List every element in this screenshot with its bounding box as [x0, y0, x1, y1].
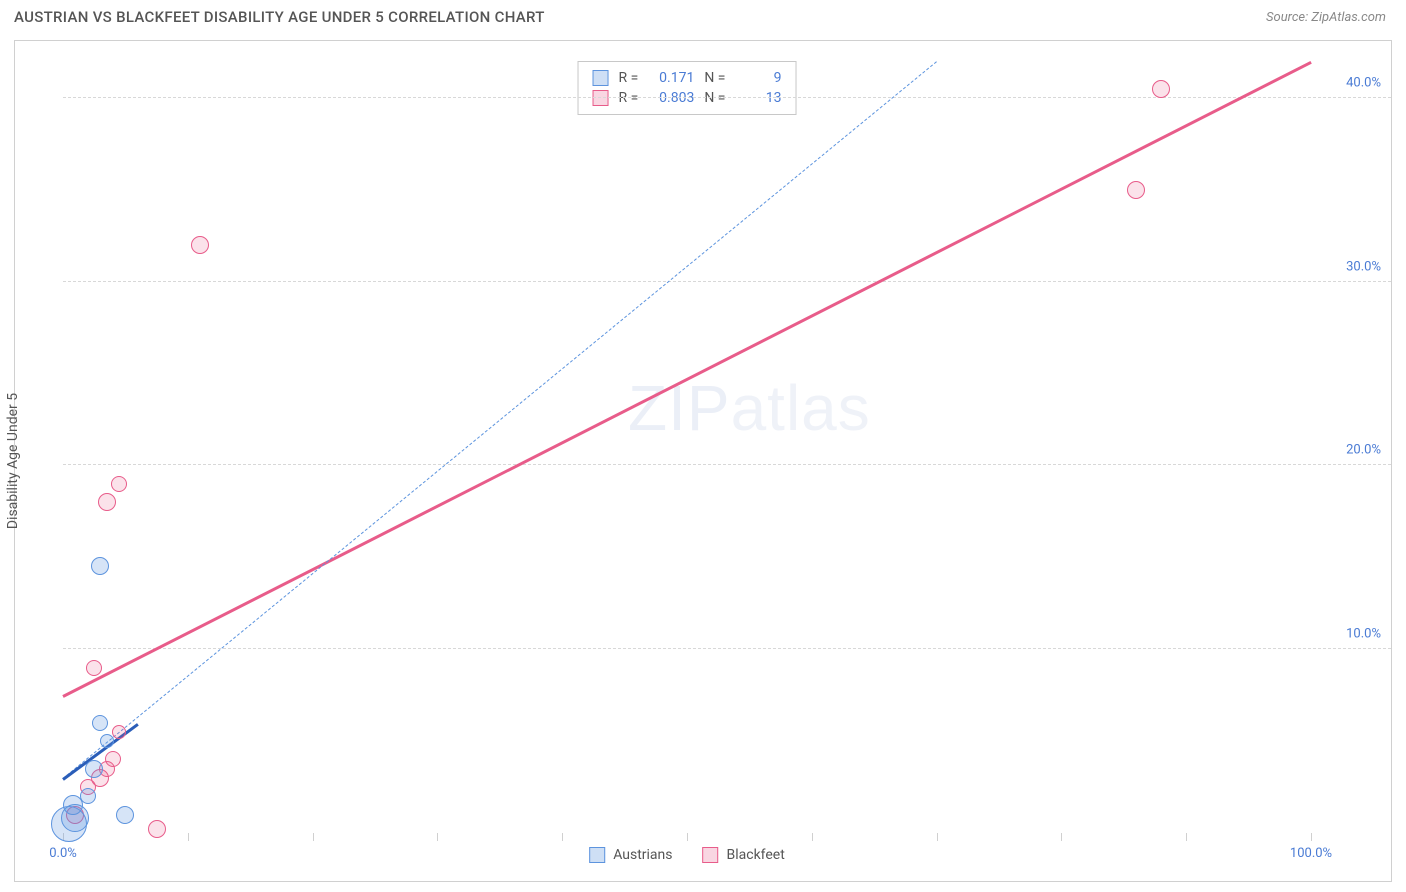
stats-row: R = 0.803 N = 13 — [593, 88, 782, 108]
data-point — [86, 660, 102, 676]
n-value: 9 — [735, 70, 781, 86]
legend-item-blackfeet: Blackfeet — [703, 847, 785, 863]
n-label: N = — [704, 70, 725, 86]
trendline — [62, 61, 1311, 698]
data-point — [116, 806, 134, 824]
chart-title: AUSTRIAN VS BLACKFEET DISABILITY AGE UND… — [14, 8, 545, 26]
y-tick-label: 30.0% — [1346, 259, 1381, 274]
x-tick — [562, 833, 563, 841]
swatch-pink-icon — [703, 847, 719, 863]
x-tick — [437, 833, 438, 841]
x-tick-label: 100.0% — [1290, 846, 1332, 861]
r-label: R = — [619, 70, 639, 86]
data-point — [98, 493, 116, 511]
stats-row: R = 0.171 N = 9 — [593, 68, 782, 88]
chart-container: Disability Age Under 5 ZIPatlas R = 0.17… — [14, 40, 1392, 882]
data-point — [85, 760, 103, 778]
x-tick — [313, 833, 314, 841]
data-point — [100, 734, 114, 748]
x-tick — [687, 833, 688, 841]
x-tick — [1186, 833, 1187, 841]
data-point — [80, 788, 96, 804]
n-value: 13 — [735, 90, 781, 106]
data-point — [111, 476, 127, 492]
y-tick-label: 40.0% — [1346, 75, 1381, 90]
data-point — [92, 715, 108, 731]
legend-label: Austrians — [613, 847, 672, 863]
gridline-h — [63, 97, 1391, 98]
legend-item-austrians: Austrians — [589, 847, 672, 863]
swatch-blue-icon — [593, 70, 609, 86]
watermark: ZIPatlas — [628, 371, 871, 445]
legend-label: Blackfeet — [727, 847, 785, 863]
x-tick — [1061, 833, 1062, 841]
data-point — [1152, 80, 1170, 98]
data-point — [91, 557, 109, 575]
r-value: 0.171 — [648, 70, 694, 86]
x-tick — [188, 833, 189, 841]
x-tick — [937, 833, 938, 841]
gridline-h — [63, 281, 1391, 282]
swatch-blue-icon — [589, 847, 605, 863]
x-tick-label: 0.0% — [49, 846, 77, 861]
gridline-h — [63, 464, 1391, 465]
source-attribution: Source: ZipAtlas.com — [1266, 10, 1386, 25]
x-tick — [1311, 833, 1312, 841]
n-label: N = — [704, 90, 725, 106]
trendline — [63, 61, 937, 779]
stats-legend-box: R = 0.171 N = 9 R = 0.803 N = 13 — [578, 61, 797, 115]
gridline-h — [63, 648, 1391, 649]
r-label: R = — [619, 90, 639, 106]
data-point — [148, 820, 166, 838]
data-point — [112, 725, 126, 739]
data-point — [1127, 181, 1145, 199]
x-tick — [812, 833, 813, 841]
data-point — [191, 236, 209, 254]
legend-bottom: Austrians Blackfeet — [589, 847, 785, 863]
y-tick-label: 10.0% — [1346, 627, 1381, 642]
watermark-thin: atlas — [731, 372, 871, 444]
y-axis-label: Disability Age Under 5 — [5, 393, 21, 529]
y-tick-label: 20.0% — [1346, 443, 1381, 458]
r-value: 0.803 — [648, 90, 694, 106]
plot-area: ZIPatlas R = 0.171 N = 9 R = 0.803 N = 1… — [63, 61, 1311, 833]
swatch-pink-icon — [593, 90, 609, 106]
